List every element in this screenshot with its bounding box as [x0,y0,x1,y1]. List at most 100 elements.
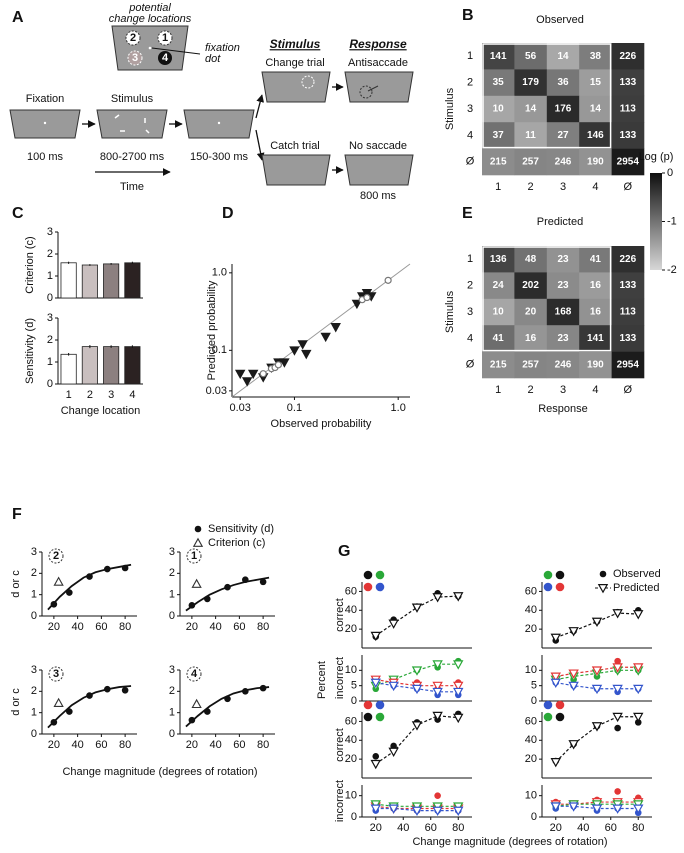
target-circle [359,85,373,99]
duration: 800 ms [360,190,397,202]
point [591,804,603,814]
change-circle [301,75,315,89]
point [388,747,399,758]
y-tick-label: 0.03 [206,385,227,397]
point [224,695,231,703]
y-tick-label: 2 [47,248,53,260]
cell-label: 41 [590,254,602,265]
x-tick-label: 40 [72,739,84,751]
heat-cell [611,298,645,326]
x-axis-label: Change magnitude (degrees of rotation) [62,766,257,778]
cell-label: 36 [557,77,569,88]
x-tick-label: 60 [95,739,107,751]
x-tick-label: 80 [257,739,269,751]
point [633,610,644,620]
location-circle [125,30,141,46]
point [330,323,341,333]
legend-marker [599,570,607,578]
x-axis-label: Change location [61,405,141,417]
cell-label: 23 [557,280,569,291]
duration: 100 ms [27,151,64,163]
point [633,684,644,695]
y-tick-label: 40 [345,604,357,616]
point [53,576,64,586]
point [568,802,579,812]
heat-cell [514,69,548,97]
point [274,361,282,369]
point [432,806,443,817]
y-tick-label: 40 [525,734,537,746]
dashed-line [555,612,639,639]
y-tick-label: 3 [169,546,175,558]
point [550,758,561,768]
y-tick-label: 10 [525,790,537,802]
legend-label: Criterion (c) [208,537,265,549]
cell-label: 14 [557,51,569,62]
point [297,340,308,350]
cell-label: 202 [522,280,539,291]
row-label: Ø [466,359,475,371]
location-label: 3 [132,52,138,64]
bar [81,264,98,299]
point [591,617,603,628]
cell-label: 226 [619,51,636,62]
location-dot [543,712,553,722]
x-tick-label: 80 [257,621,269,633]
x-tick-label: 20 [550,822,562,834]
cell-label: 168 [555,307,572,318]
legend-label: Observed [613,568,661,580]
arrow [255,129,265,161]
column-label: 1 [495,384,501,396]
location-circle [157,30,173,46]
point [234,369,246,380]
point [411,806,423,817]
location-circle [48,666,64,682]
row-label: 2 [467,77,473,89]
screen [261,71,331,103]
y-tick-label: 10 [525,664,537,676]
point [191,698,202,709]
heat-cell [482,351,515,379]
x-axis-label: Response [538,403,588,415]
y-axis-label: Predicted probability [206,280,218,380]
point [242,688,249,695]
row-label: Ø [466,156,475,168]
point [612,804,623,814]
heat-cell [482,69,515,97]
y-tick-label: 0 [169,610,175,622]
group-label: Percent [316,661,328,699]
cell-label: 35 [493,77,505,88]
y-tick-label: 2 [31,567,37,579]
cell-label: 215 [490,359,507,370]
point [591,666,603,676]
point [550,672,561,682]
point [434,792,441,799]
colorbar-tick-label: -2 [667,264,677,276]
x-tick-label: 60 [233,739,245,751]
x-tick-label: 20 [370,822,382,834]
point [390,742,397,750]
y-axis-label: Criterion (c) [24,236,36,293]
y-tick-label: 0 [31,728,37,740]
cell-label: 48 [525,254,537,265]
location-dot [363,712,373,722]
point [612,684,623,695]
colorbar-tick-label: 0 [667,167,673,179]
point [568,627,579,637]
y-axis-label: incorrect [334,657,346,699]
cell-label: 246 [555,359,572,370]
heat-cell [482,246,515,273]
point [568,740,579,750]
dashed-line [375,595,459,637]
panel-label: E [462,205,473,222]
y-axis-label: d or c [10,570,22,598]
point [50,600,58,608]
screen [261,154,331,186]
cell-label: 14 [590,104,602,115]
y-tick-label: 1 [47,356,53,368]
point [411,603,423,613]
point [279,358,290,368]
cell-label: 16 [590,307,602,318]
cell-label: 15 [590,77,602,88]
